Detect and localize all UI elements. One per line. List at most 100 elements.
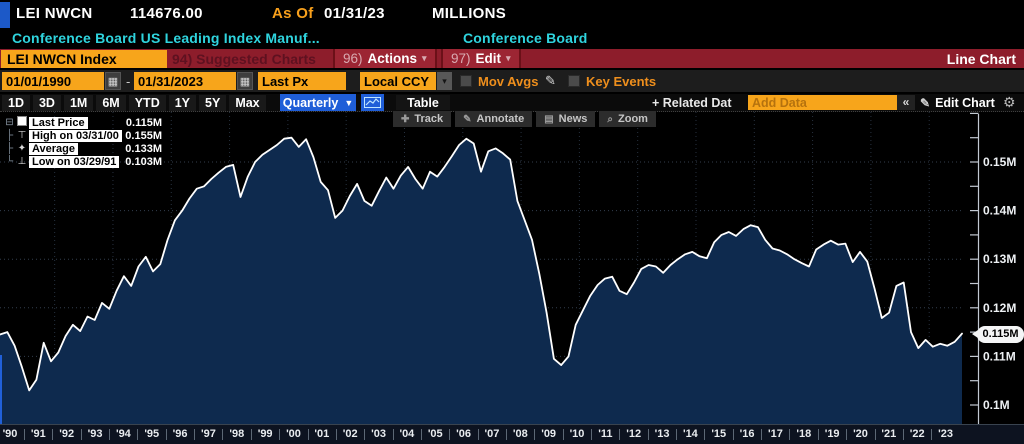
price-area — [0, 137, 962, 424]
legend-value: 0.115M — [125, 116, 162, 129]
menu-item-actions[interactable]: 96) Actions ▾ — [333, 49, 437, 68]
currency-select[interactable]: Local CCY — [360, 72, 436, 90]
x-axis-label: '19 — [824, 428, 840, 440]
units-label: MILLIONS — [432, 5, 507, 22]
as-of-date: 01/31/23 — [324, 5, 385, 22]
mov-avgs-checkbox[interactable] — [460, 75, 472, 87]
security-tab[interactable]: LEI NWCN Index — [1, 50, 167, 68]
x-axis-label: '10 — [569, 428, 585, 440]
edit-chart-pencil-icon: ✎ — [920, 95, 931, 110]
x-axis-label: '08 — [512, 428, 528, 440]
key-events-checkbox[interactable] — [568, 75, 580, 87]
date-from-field[interactable]: 01/01/1990 — [2, 72, 104, 90]
key-events-label[interactable]: Key Events — [586, 74, 657, 89]
x-axis-label: '09 — [541, 428, 557, 440]
menu-bar: LEI NWCN Index 94) Suggested Charts 96) … — [0, 48, 1024, 70]
x-axis-label: '93 — [87, 428, 103, 440]
news-button[interactable]: ▤ News — [536, 111, 596, 127]
news-icon: ▤ — [544, 113, 554, 125]
x-axis-label: '96 — [172, 428, 188, 440]
chart-plot-area[interactable]: 0.1M 0.11M 0.12M 0.13M 0.14M 0.15M ✚ Track ✎ Ann… — [0, 111, 1024, 424]
calendar-from-icon[interactable]: ▦ — [105, 72, 121, 90]
zoom-icon: ⌕ — [607, 113, 614, 125]
table-view-button[interactable]: Table — [396, 95, 450, 110]
mov-avgs-label[interactable]: Mov Avgs — [478, 74, 539, 89]
period-tab-1m[interactable]: 1M — [63, 95, 94, 111]
period-tab-1d[interactable]: 1D — [2, 95, 30, 111]
period-tab-6m[interactable]: 6M — [96, 95, 126, 111]
calendar-to-icon[interactable]: ▦ — [237, 72, 253, 90]
x-axis-separator — [279, 429, 281, 440]
ticker: LEI NWCN — [16, 5, 93, 22]
x-axis-label: '03 — [371, 428, 386, 440]
x-axis-label: '22 — [909, 428, 925, 440]
annotate-button[interactable]: ✎ Annotate — [455, 111, 533, 127]
x-axis-separator — [789, 429, 791, 440]
last-value: 114676.00 — [130, 5, 203, 22]
y-axis-label: 0.11M — [983, 349, 1016, 363]
zoom-button[interactable]: ⌕ Zoom — [599, 111, 656, 127]
related-data-button[interactable]: + Related Dat — [652, 96, 732, 110]
x-axis-separator — [137, 429, 139, 440]
legend-value: 0.133M — [125, 142, 162, 155]
x-axis-separator — [364, 429, 366, 440]
price-field-select[interactable]: Last Px — [258, 72, 346, 90]
x-axis-separator — [335, 429, 337, 440]
last-price-tag: 0.115M — [972, 325, 1024, 343]
y-axis-label: 0.13M — [983, 252, 1016, 266]
x-axis-label: '97 — [201, 428, 216, 440]
x-axis-separator — [52, 429, 54, 440]
price-chart-svg: 0.1M 0.11M 0.12M 0.13M 0.14M 0.15M — [0, 112, 1016, 424]
x-axis-separator — [704, 429, 706, 440]
period-tab-ytd[interactable]: YTD — [128, 95, 166, 111]
legend-label: Low on 03/29/91 — [29, 155, 120, 168]
mov-avgs-pencil-icon[interactable]: ✎ — [545, 73, 556, 88]
legend-marker-icon — [15, 116, 29, 129]
legend-tree-glyph: ├ — [5, 130, 14, 141]
x-axis-separator — [619, 429, 621, 440]
x-axis-separator — [420, 429, 422, 440]
period-tab-bar: 1D 3D 1M 6M YTD 1Y 5Y Max Quarterly ▼ Table + R… — [0, 94, 1024, 112]
menu-item-edit[interactable]: 97) Edit ▾ — [441, 49, 521, 68]
x-axis-label: '16 — [739, 428, 755, 440]
currency-caret-icon[interactable]: ▾ — [437, 72, 452, 90]
track-button[interactable]: ✚ Track — [393, 111, 452, 127]
date-to-field[interactable]: 01/31/2023 — [134, 72, 236, 90]
x-axis-label: '02 — [342, 428, 358, 440]
zoom-label: Zoom — [618, 113, 648, 125]
period-tab-max[interactable]: Max — [229, 95, 266, 111]
last-price-swatch — [17, 116, 27, 126]
price-line — [0, 136, 963, 392]
period-tab-1y[interactable]: 1Y — [168, 95, 197, 111]
edit-chart-button[interactable]: ✎ Edit Chart — [920, 95, 995, 110]
x-axis-separator — [222, 429, 224, 440]
period-tabs: 1D 3D 1M 6M YTD 1Y 5Y Max — [2, 95, 266, 111]
x-axis-label: '91 — [30, 428, 46, 440]
legend-collapse-icon[interactable]: ⊟ — [5, 117, 14, 128]
track-icon: ✚ — [401, 113, 410, 125]
x-axis-strip: '90 '91 '92 '93 '94 '95 '96 '97 '98 '99 '00 '01 '02 '… — [0, 424, 1024, 444]
x-axis-label: '14 — [682, 428, 698, 440]
frequency-select[interactable]: Quarterly ▼ — [280, 94, 356, 111]
add-data-input[interactable] — [748, 95, 898, 110]
date-range-separator: - — [126, 74, 131, 89]
chart-legend: ⊟ Last Price 0.115M ├ ⊤ High on 03/31/00 0.155… — [4, 116, 162, 168]
y-axis-label: 0.1M — [983, 398, 1010, 412]
panel-corner-block — [0, 2, 10, 28]
x-axis-label: '90 — [2, 428, 18, 440]
x-axis-label: '94 — [115, 428, 131, 440]
y-axis-label: 0.15M — [983, 155, 1016, 169]
x-axis-separator — [732, 429, 734, 440]
collapse-panel-button[interactable]: « — [897, 95, 915, 110]
gear-icon[interactable]: ⚙ — [1003, 94, 1016, 110]
x-axis-separator — [846, 429, 848, 440]
legend-row: ⊟ Last Price 0.115M — [4, 116, 162, 129]
line-chart-view-button[interactable] — [361, 94, 384, 111]
x-axis-separator — [449, 429, 451, 440]
period-tab-3d[interactable]: 3D — [32, 95, 61, 111]
x-axis-separator — [817, 429, 819, 440]
period-tab-5y[interactable]: 5Y — [199, 95, 227, 111]
menu-item-suggested-charts[interactable]: 94) Suggested Charts — [172, 51, 316, 67]
y-axis-label: 0.12M — [983, 301, 1016, 315]
legend-tree-glyph: ├ — [5, 143, 14, 154]
